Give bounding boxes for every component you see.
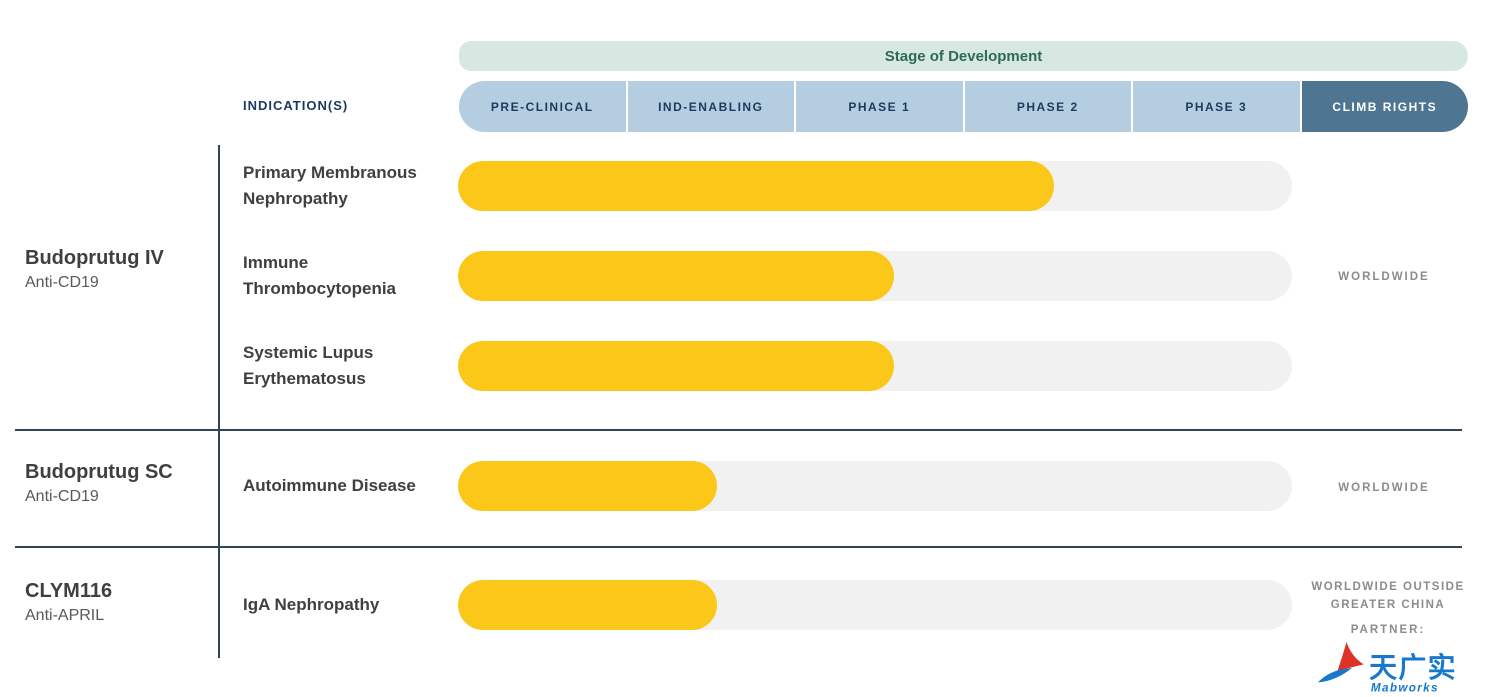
logo-wave-icon xyxy=(1318,668,1352,682)
logo-sail-icon xyxy=(1338,642,1364,671)
progress-bar-fill xyxy=(458,251,894,301)
indication-label: Systemic Lupus Erythematosus xyxy=(243,341,461,391)
rights-worldwide-budoprutug-iv: WORLDWIDE xyxy=(1300,262,1468,292)
program-budoprutug-iv: Budoprutug IV Anti-CD19 xyxy=(25,245,225,295)
program-clym116: CLYM116 Anti-APRIL xyxy=(25,578,225,628)
program-budoprutug-sc: Budoprutug SC Anti-CD19 xyxy=(25,459,225,509)
progress-bar-fill xyxy=(458,580,717,630)
mabworks-logo: 天广实 Mabworks xyxy=(1310,641,1466,695)
pipeline-chart: Stage of Development PRE-CLINICAL IND-EN… xyxy=(0,0,1486,697)
rights-worldwide-budoprutug-sc: WORLDWIDE xyxy=(1300,473,1468,503)
indications-column-header: INDICATION(S) xyxy=(243,98,348,113)
indication-label: IgA Nephropathy xyxy=(243,580,461,630)
stage-header-climb-rights: CLIMB RIGHTS xyxy=(1302,81,1469,132)
progress-bar-autoimmune-disease xyxy=(458,461,1292,511)
row-divider xyxy=(15,429,1462,431)
row-divider xyxy=(15,546,1462,548)
progress-bar-immune-thrombocytopenia xyxy=(458,251,1292,301)
program-target: Anti-APRIL xyxy=(25,604,225,628)
rights-clym116-block: WORLDWIDE OUTSIDE GREATER CHINA PARTNER:… xyxy=(1288,578,1486,695)
program-target: Anti-CD19 xyxy=(25,485,225,509)
rights-worldwide-outside-greater-china: WORLDWIDE OUTSIDE GREATER CHINA xyxy=(1288,578,1486,614)
stage-header-row: PRE-CLINICAL IND-ENABLING PHASE 1 PHASE … xyxy=(459,81,1468,132)
stage-header-phase-2: PHASE 2 xyxy=(965,81,1132,132)
stage-header-ind-enabling: IND-ENABLING xyxy=(628,81,795,132)
progress-bar-iga-nephropathy xyxy=(458,580,1292,630)
stage-header-phase-1: PHASE 1 xyxy=(796,81,963,132)
program-name: Budoprutug SC xyxy=(25,459,225,485)
program-target: Anti-CD19 xyxy=(25,271,225,295)
stage-of-development-banner: Stage of Development xyxy=(459,41,1468,71)
stage-header-phase-3: PHASE 3 xyxy=(1133,81,1300,132)
progress-bar-fill xyxy=(458,341,894,391)
progress-bar-fill xyxy=(458,461,717,511)
program-name: CLYM116 xyxy=(25,578,225,604)
logo-chinese-text: 天广实 xyxy=(1369,651,1457,684)
progress-bar-fill xyxy=(458,161,1054,211)
progress-bar-systemic-lupus-erythematosus xyxy=(458,341,1292,391)
indication-label: Immune Thrombocytopenia xyxy=(243,251,461,301)
partner-label: PARTNER: xyxy=(1288,621,1486,639)
indication-label: Autoimmune Disease xyxy=(243,461,461,511)
logo-latin-text: Mabworks xyxy=(1371,681,1439,694)
stage-header-pre-clinical: PRE-CLINICAL xyxy=(459,81,626,132)
program-name: Budoprutug IV xyxy=(25,245,225,271)
progress-bar-primary-membranous-nephropathy xyxy=(458,161,1292,211)
indication-label: Primary Membranous Nephropathy xyxy=(243,161,461,211)
